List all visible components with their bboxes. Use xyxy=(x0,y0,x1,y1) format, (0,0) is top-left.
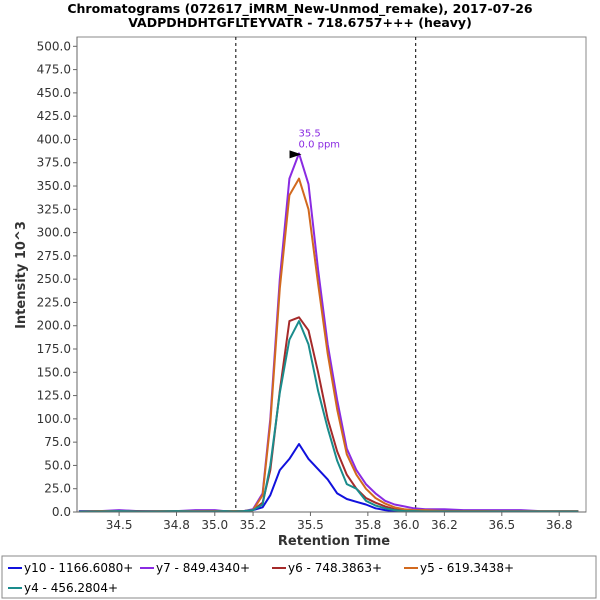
legend-item-label: y10 - 1166.6080+ xyxy=(24,561,133,575)
x-tick-label: 34.8 xyxy=(163,518,190,532)
y-tick-label: 300.0 xyxy=(37,226,71,240)
x-tick-label: 34.5 xyxy=(106,518,133,532)
y-tick-label: 25.0 xyxy=(44,482,71,496)
y-tick-label: 200.0 xyxy=(37,319,71,333)
x-tick-label: 35.8 xyxy=(354,518,381,532)
x-tick-label: 35.2 xyxy=(240,518,267,532)
y-tick-label: 275.0 xyxy=(37,249,71,263)
x-tick-label: 36.0 xyxy=(393,518,420,532)
y-tick-label: 450.0 xyxy=(37,86,71,100)
x-tick-label: 36.2 xyxy=(431,518,458,532)
chart-subtitle: VADPDHDHTGFLTEYVATR - 718.6757+++ (heavy… xyxy=(128,15,472,30)
legend-item-label: y4 - 456.2804+ xyxy=(24,581,118,595)
y-tick-label: 475.0 xyxy=(37,63,71,77)
y-tick-label: 425.0 xyxy=(37,109,71,123)
y-tick-label: 350.0 xyxy=(37,179,71,193)
x-tick-label: 36.8 xyxy=(546,518,573,532)
peak-marker-arrow-icon xyxy=(289,150,302,159)
x-axis-label: Retention Time xyxy=(278,534,390,549)
x-tick-label: 35.0 xyxy=(201,518,228,532)
legend-item-label: y6 - 748.3863+ xyxy=(288,561,382,575)
y-tick-label: 125.0 xyxy=(37,389,71,403)
y-tick-label: 0.0 xyxy=(52,505,71,519)
y-tick-label: 400.0 xyxy=(37,132,71,146)
y-tick-label: 50.0 xyxy=(44,458,71,472)
y-tick-label: 175.0 xyxy=(37,342,71,356)
y-tick-label: 75.0 xyxy=(44,435,71,449)
y-tick-label: 250.0 xyxy=(37,272,71,286)
y-tick-label: 500.0 xyxy=(37,39,71,53)
peak-ppm-label: 0.0 ppm xyxy=(299,139,341,150)
y-tick-label: 325.0 xyxy=(37,202,71,216)
x-tick-label: 35.5 xyxy=(297,518,324,532)
x-tick-label: 36.5 xyxy=(488,518,515,532)
legend-box xyxy=(1,555,597,599)
y-axis-label: Intensity 10^3 xyxy=(14,221,29,329)
chart-title: Chromatograms (072617_iMRM_New-Unmod_rem… xyxy=(67,1,533,17)
y-tick-label: 100.0 xyxy=(37,412,71,426)
y-tick-label: 375.0 xyxy=(37,156,71,170)
legend-item-label: y5 - 619.3438+ xyxy=(420,561,514,575)
peak-rt-label: 35.5 xyxy=(299,128,321,139)
y-tick-label: 150.0 xyxy=(37,365,71,379)
y-tick-label: 225.0 xyxy=(37,295,71,309)
legend-item-label: y7 - 849.4340+ xyxy=(156,561,250,575)
